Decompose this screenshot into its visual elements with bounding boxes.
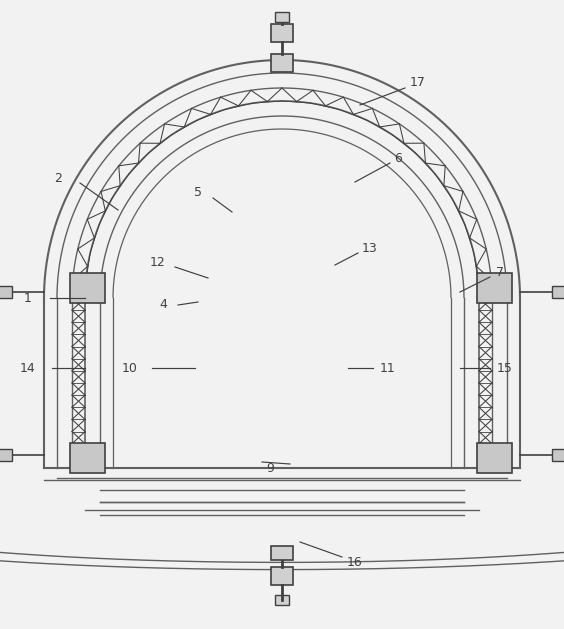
Text: 1: 1 bbox=[24, 291, 32, 304]
Bar bbox=[70, 443, 105, 473]
Bar bbox=[271, 54, 293, 72]
Text: 17: 17 bbox=[410, 75, 426, 89]
Text: 6: 6 bbox=[394, 152, 402, 165]
Text: 10: 10 bbox=[122, 362, 138, 374]
Text: 14: 14 bbox=[20, 362, 36, 374]
Text: 12: 12 bbox=[150, 255, 166, 269]
Text: 4: 4 bbox=[159, 299, 167, 311]
Bar bbox=[0, 449, 12, 461]
Text: 2: 2 bbox=[54, 172, 62, 184]
Text: 5: 5 bbox=[194, 187, 202, 199]
Text: 16: 16 bbox=[347, 555, 363, 569]
Bar bbox=[477, 273, 512, 303]
Bar bbox=[70, 273, 105, 303]
Bar bbox=[271, 546, 293, 560]
Bar bbox=[0, 286, 12, 298]
Text: 15: 15 bbox=[497, 362, 513, 374]
Text: 9: 9 bbox=[266, 462, 274, 474]
Bar bbox=[477, 443, 512, 473]
Text: 7: 7 bbox=[496, 265, 504, 279]
Bar bbox=[275, 595, 289, 605]
Text: 11: 11 bbox=[380, 362, 396, 374]
Text: 13: 13 bbox=[362, 242, 378, 255]
Bar bbox=[552, 286, 564, 298]
Bar bbox=[552, 449, 564, 461]
Bar bbox=[275, 12, 289, 22]
Bar bbox=[271, 567, 293, 585]
Bar bbox=[271, 24, 293, 42]
